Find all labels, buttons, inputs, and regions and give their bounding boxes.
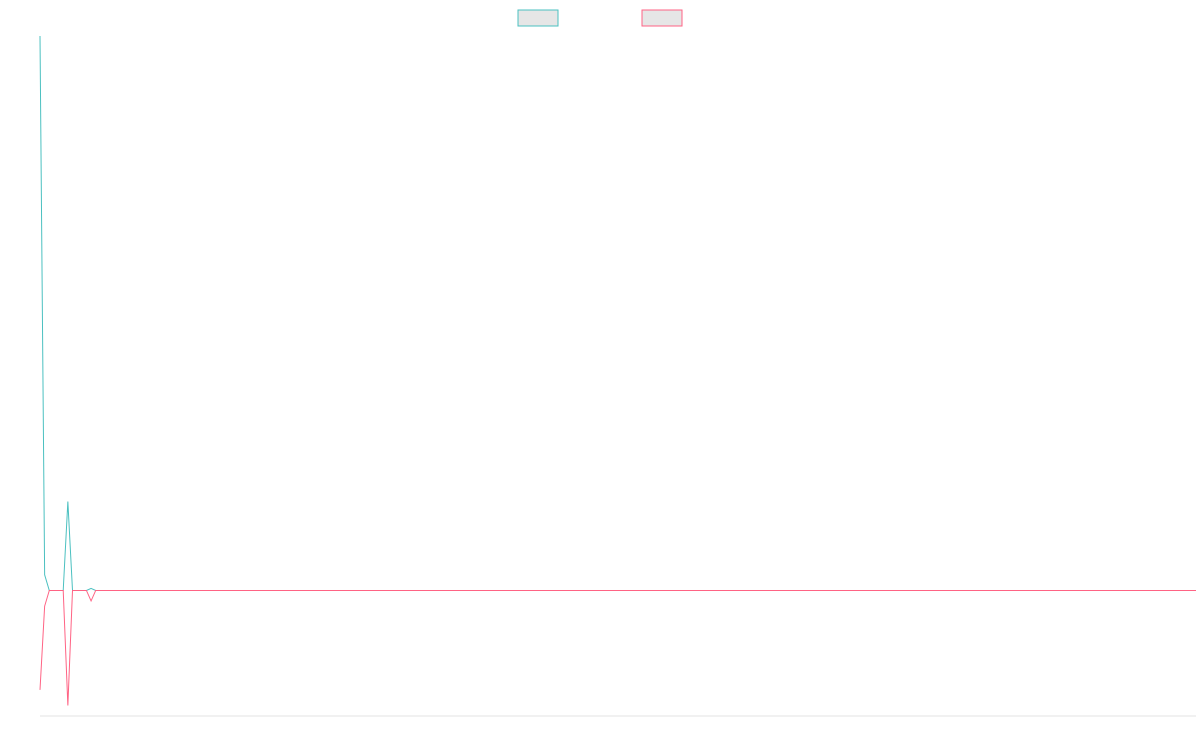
legend-swatch-1[interactable] [517, 9, 559, 27]
legend-swatch-2[interactable] [641, 9, 683, 27]
series-line-2 [39, 589, 1196, 706]
series-line-1 [39, 35, 1196, 591]
legend [517, 9, 683, 27]
plot-area [39, 35, 1196, 706]
